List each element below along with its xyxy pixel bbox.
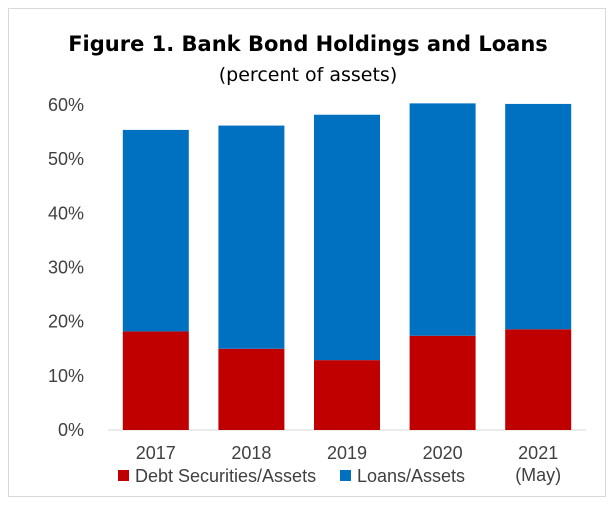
bar-debt-securities-2019 [314,360,380,430]
y-tick-label: 20% [48,312,84,332]
legend: Debt Securities/Assets Loans/Assets [118,466,465,486]
y-tick-label: 30% [48,258,84,278]
x-tick-label: 2021 [518,443,558,463]
bar-loans-2017 [122,129,189,332]
x-axis: 2017 2018 2019 2020 2021(May) [136,443,561,485]
y-tick-label: 0% [58,420,84,440]
bar-debt-securities-2020 [409,335,476,430]
legend-swatch-loans [340,470,351,481]
legend-label-loans: Loans/Assets [357,466,465,486]
chart-subtitle: (percent of assets) [218,64,398,86]
y-tick-label: 50% [48,149,84,169]
bar-loans-2020 [409,103,476,336]
y-tick-label: 40% [48,203,84,223]
y-axis: 0% 10% 20% 30% 40% 50% 60% [48,95,84,440]
bar-debt-securities-2017 [122,331,189,430]
bars [122,103,572,430]
x-tick-label: 2017 [136,443,176,463]
x-tick-label: 2020 [423,443,463,463]
x-tick-label: 2019 [327,443,367,463]
legend-label-debt-securities: Debt Securities/Assets [135,466,316,486]
x-tick-label: 2018 [231,443,271,463]
y-tick-label: 60% [48,95,84,115]
chart-title: Figure 1. Bank Bond Holdings and Loans [68,32,548,56]
bar-loans-2019 [314,114,380,361]
bar-loans-2018 [218,125,285,349]
bar-debt-securities-2021 [505,329,572,430]
bar-debt-securities-2018 [218,348,285,430]
y-tick-label: 10% [48,366,84,386]
bar-loans-2021 [505,103,572,330]
legend-swatch-debt-securities [118,470,129,481]
x-tick-sublabel: (May) [515,465,561,485]
